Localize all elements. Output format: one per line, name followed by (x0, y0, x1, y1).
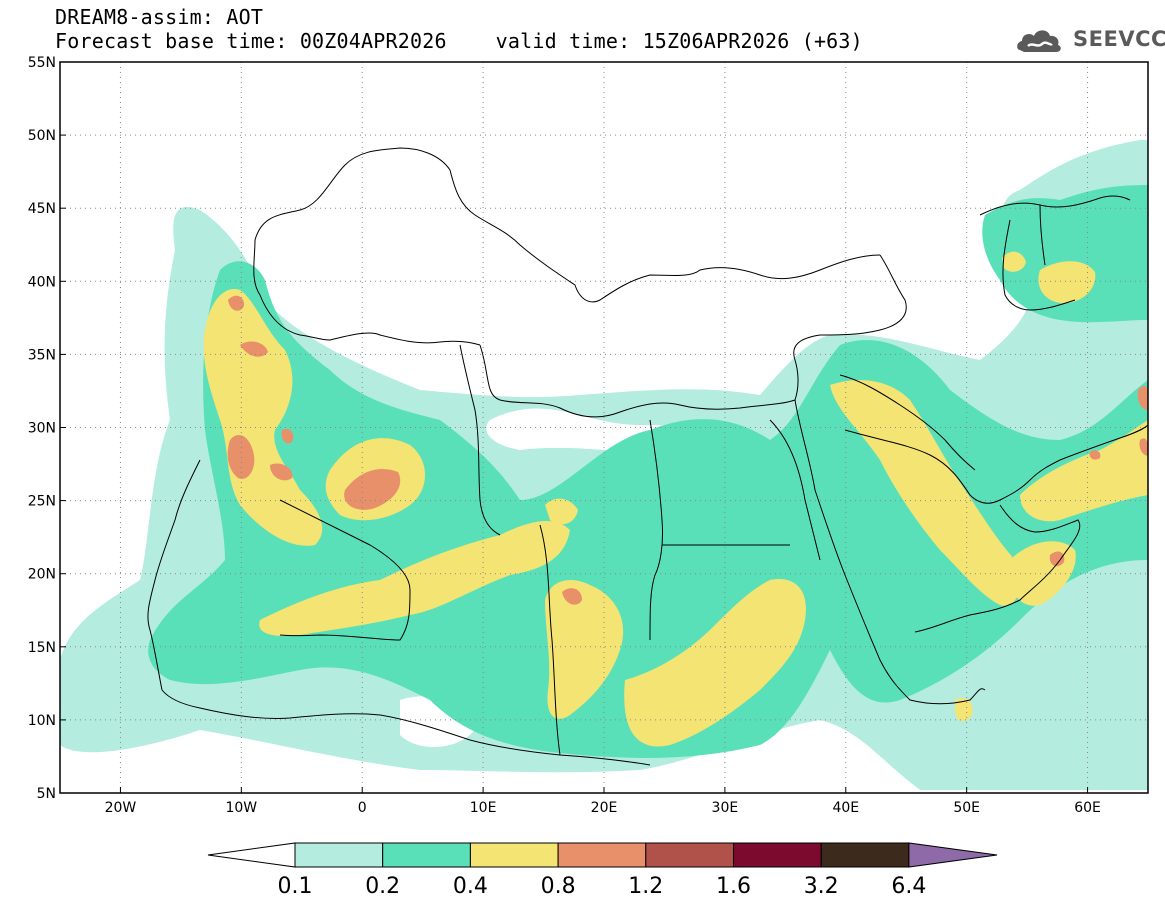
colorbar-swatch (645, 842, 734, 868)
latitude-labels: 5N 10N 15N 20N 25N 30N 35N 40N 45N 50N 55N (28, 55, 66, 802)
forecast-times: Forecast base time: 00Z04APR2026 valid t… (55, 29, 863, 53)
lon-tick-label: 30E (712, 800, 739, 816)
colorbar-level-label: 1.2 (628, 874, 663, 899)
lon-tick-label: 20E (591, 800, 618, 816)
longitude-labels: 20W 10W 0 10E 20E 30E 40E 50E 60E (105, 787, 1101, 816)
lat-tick-label: 10N (28, 713, 56, 729)
lon-tick-label: 60E (1074, 800, 1101, 816)
colorbar-level-label: 0.1 (278, 874, 313, 899)
lat-tick-label: 50N (28, 128, 56, 144)
colorbar-level-label: 0.8 (541, 874, 576, 899)
lat-tick-label: 35N (28, 347, 56, 363)
colorbar-labels: 0.1 0.2 0.4 0.8 1.2 1.6 3.2 6.4 (278, 874, 927, 899)
colorbar-level-label: 0.2 (365, 874, 400, 899)
lat-tick-label: 40N (28, 274, 56, 290)
lon-tick-label: 10W (225, 800, 257, 816)
aot-contours (60, 140, 1148, 790)
colorbar-swatch (469, 842, 559, 868)
aot-band-0.4 (203, 251, 1148, 747)
lon-tick-label: 0 (358, 800, 367, 816)
colorbar-swatch (382, 842, 471, 868)
lon-tick-label: 20W (105, 800, 137, 816)
graticule (60, 62, 1148, 793)
colorbar-swatch (820, 842, 910, 868)
lat-tick-label: 15N (28, 640, 56, 656)
colorbar-swatch (294, 842, 384, 868)
colorbar-level-label: 0.4 (453, 874, 488, 899)
lat-tick-label: 20N (28, 567, 56, 583)
colorbar-min-arrow (207, 842, 296, 868)
colorbar-level-label: 3.2 (804, 874, 839, 899)
aot-band-0.8 (227, 295, 1148, 605)
coastlines (147, 147, 1148, 766)
lon-tick-label: 10E (470, 800, 497, 816)
logo-text: SEEVCCC (1073, 27, 1165, 51)
colorbar-max-arrow (908, 842, 998, 868)
lon-tick-label: 50E (953, 800, 980, 816)
map-title: DREAM8-assim: AOT (55, 5, 264, 29)
colorbar-swatch (733, 842, 822, 868)
lat-tick-label: 45N (28, 201, 56, 217)
colorbar-level-label: 1.6 (716, 874, 751, 899)
lat-tick-label: 55N (28, 55, 56, 71)
lat-tick-label: 30N (28, 421, 56, 437)
colorbar-swatch (557, 842, 647, 868)
cloud-icon (1017, 30, 1061, 52)
colorbar (207, 842, 998, 868)
colorbar-level-label: 6.4 (891, 874, 926, 899)
lat-tick-label: 25N (28, 494, 56, 510)
lon-tick-label: 40E (832, 800, 859, 816)
lat-tick-label: 5N (37, 786, 56, 802)
aot-band-0.2 (148, 185, 1148, 758)
